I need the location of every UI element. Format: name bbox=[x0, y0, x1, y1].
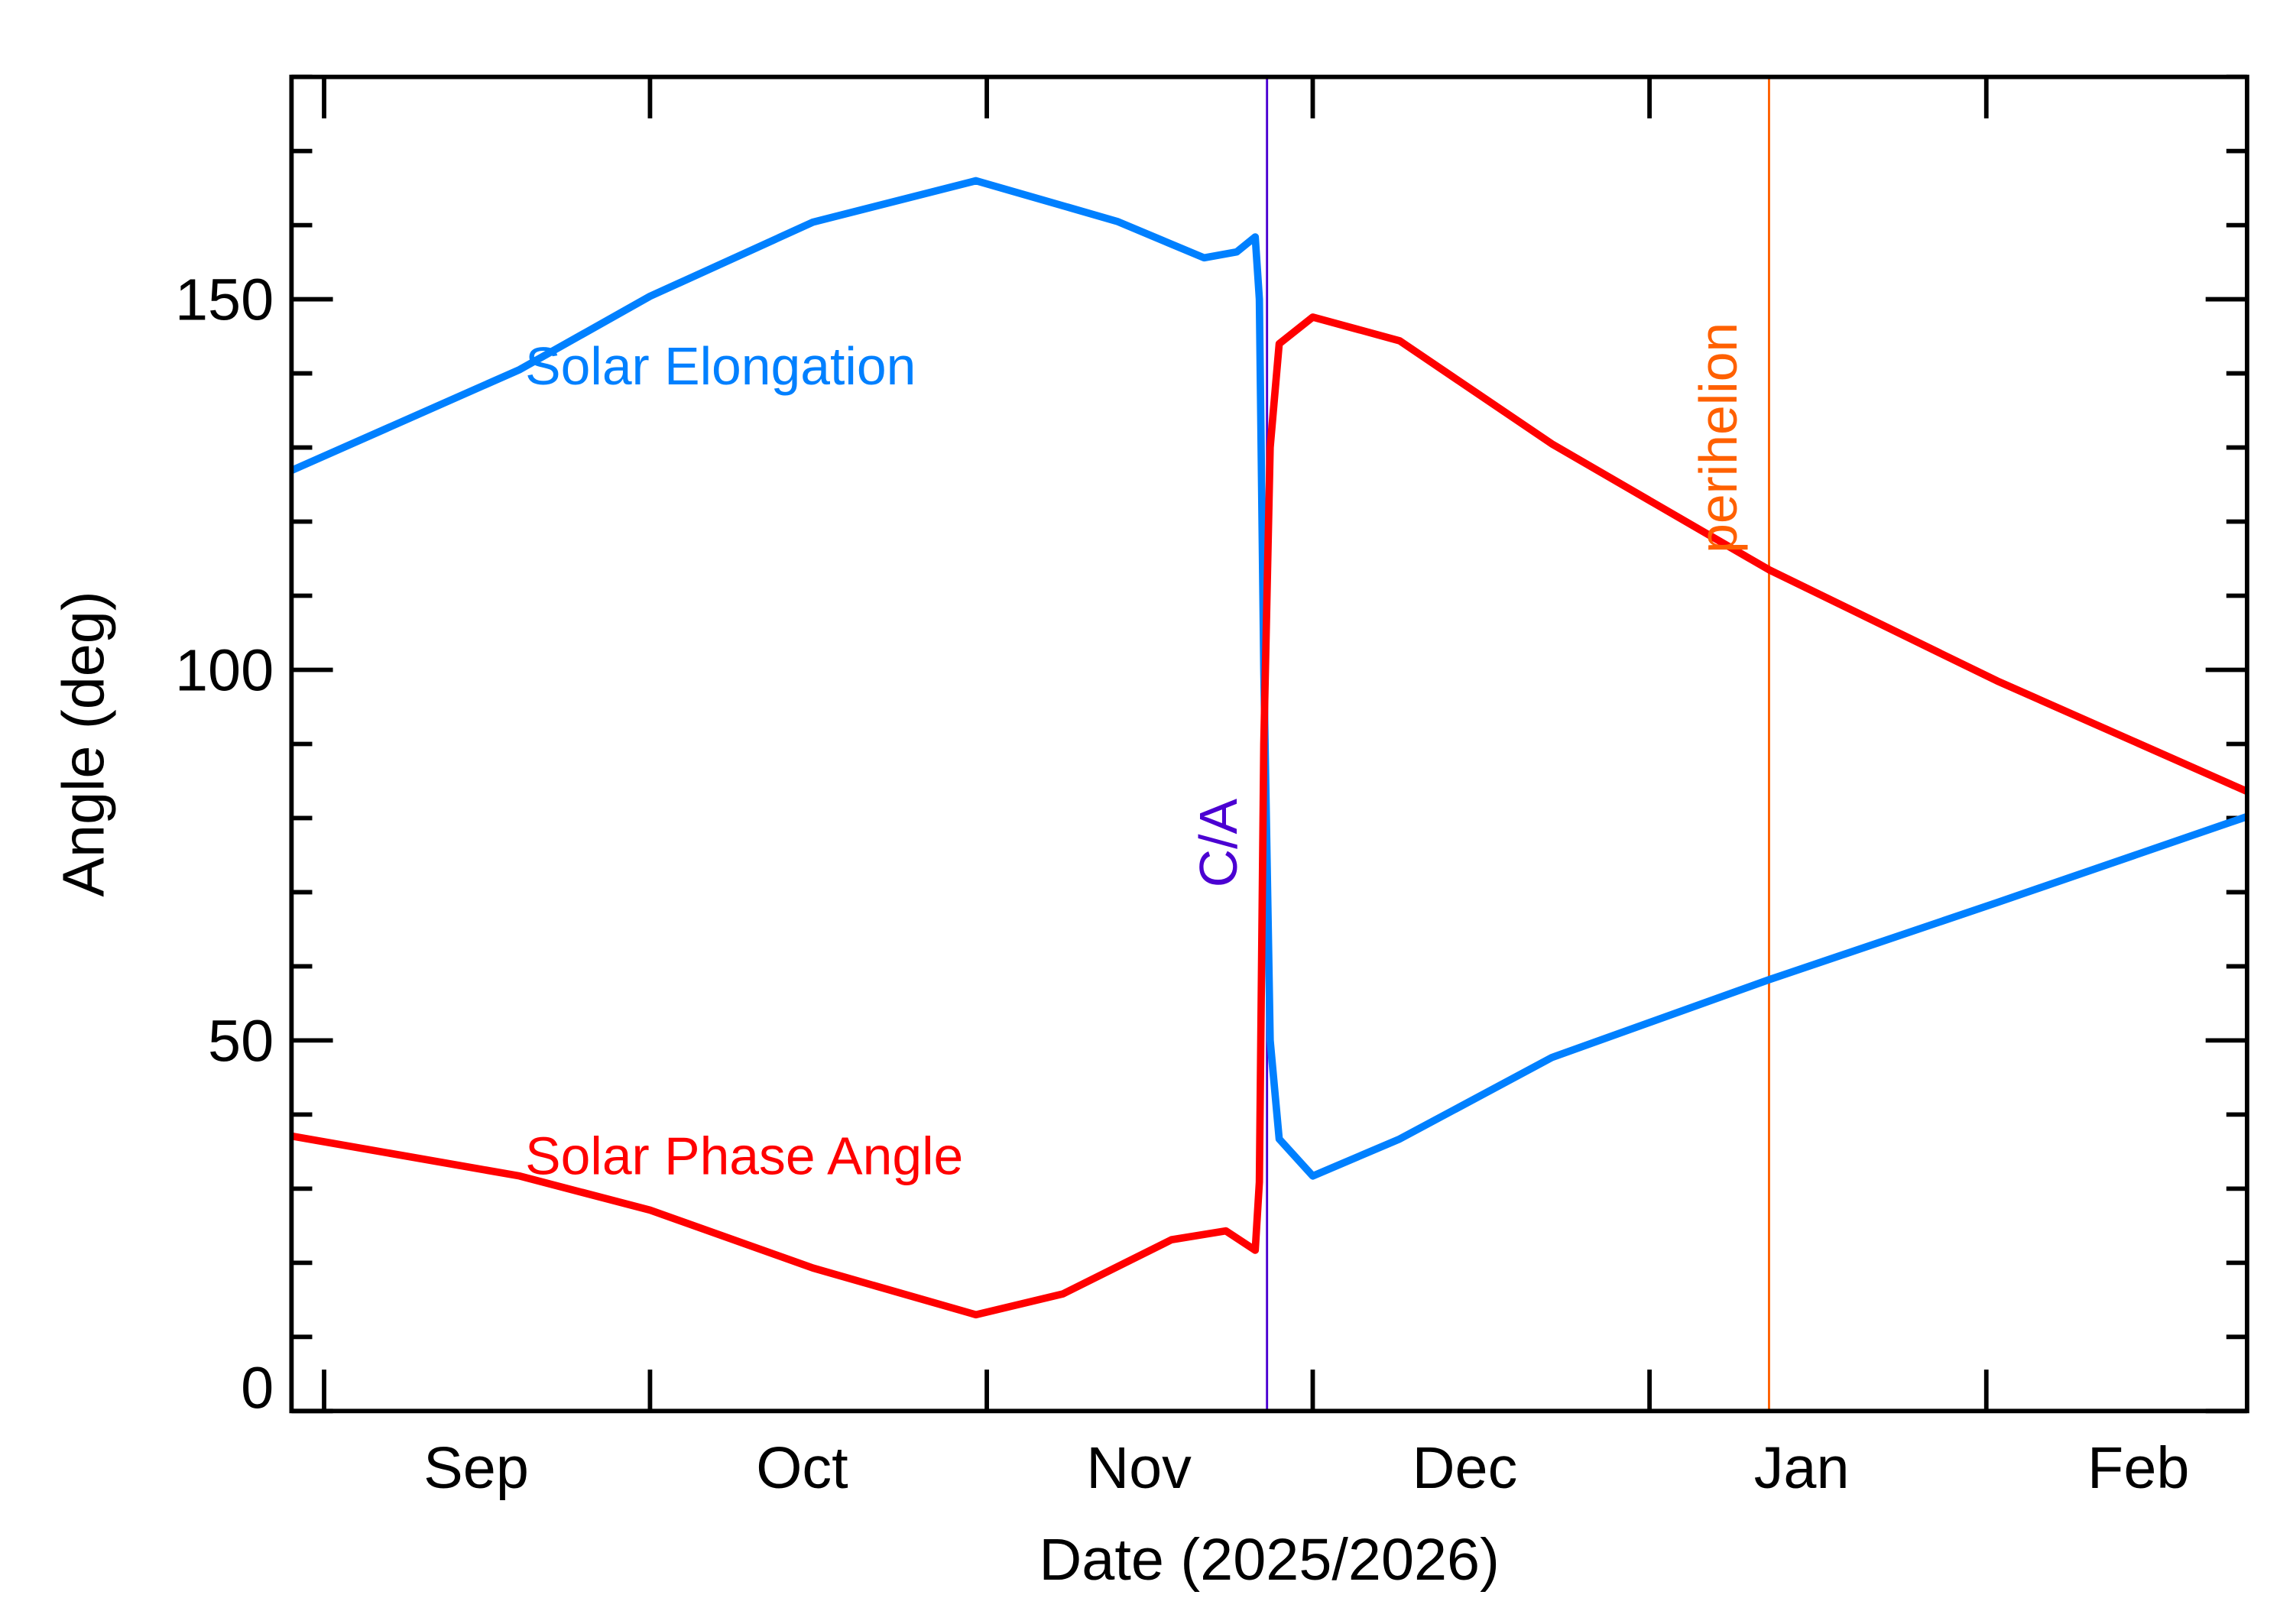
x-tick-label: Oct bbox=[756, 1435, 848, 1501]
series-line-solar-phase-angle bbox=[290, 313, 2249, 1319]
event-lines bbox=[1266, 76, 1770, 1412]
y-axis-title: Angle (deg) bbox=[51, 591, 117, 896]
series-line-solar-elongation bbox=[290, 177, 2249, 1180]
y-tick-label: 50 bbox=[208, 1008, 274, 1074]
annotation-ca: C/A bbox=[1189, 799, 1248, 888]
x-tick-label: Sep bbox=[423, 1435, 529, 1501]
y-tick-label: 150 bbox=[175, 267, 274, 333]
series-lines bbox=[290, 177, 2249, 1319]
y-tick-label: 100 bbox=[175, 638, 274, 704]
x-tick-label: Feb bbox=[2087, 1435, 2189, 1501]
x-axis-title: Date (2025/2026) bbox=[1039, 1527, 1499, 1593]
tick-labels: 0 50 100 150 Sep Oct Nov Dec Jan Feb bbox=[175, 267, 2189, 1501]
plot-frame bbox=[289, 74, 2249, 1414]
annotation-perihelion: perihelion bbox=[1688, 323, 1748, 553]
x-tick-label: Nov bbox=[1086, 1435, 1192, 1501]
series-label-elongation: Solar Elongation bbox=[525, 336, 916, 396]
ticks bbox=[291, 74, 2247, 1414]
series-label-phase-angle: Solar Phase Angle bbox=[525, 1126, 963, 1186]
x-tick-label: Jan bbox=[1754, 1435, 1850, 1501]
y-tick-label: 0 bbox=[241, 1355, 274, 1421]
x-tick-label: Dec bbox=[1412, 1435, 1518, 1501]
